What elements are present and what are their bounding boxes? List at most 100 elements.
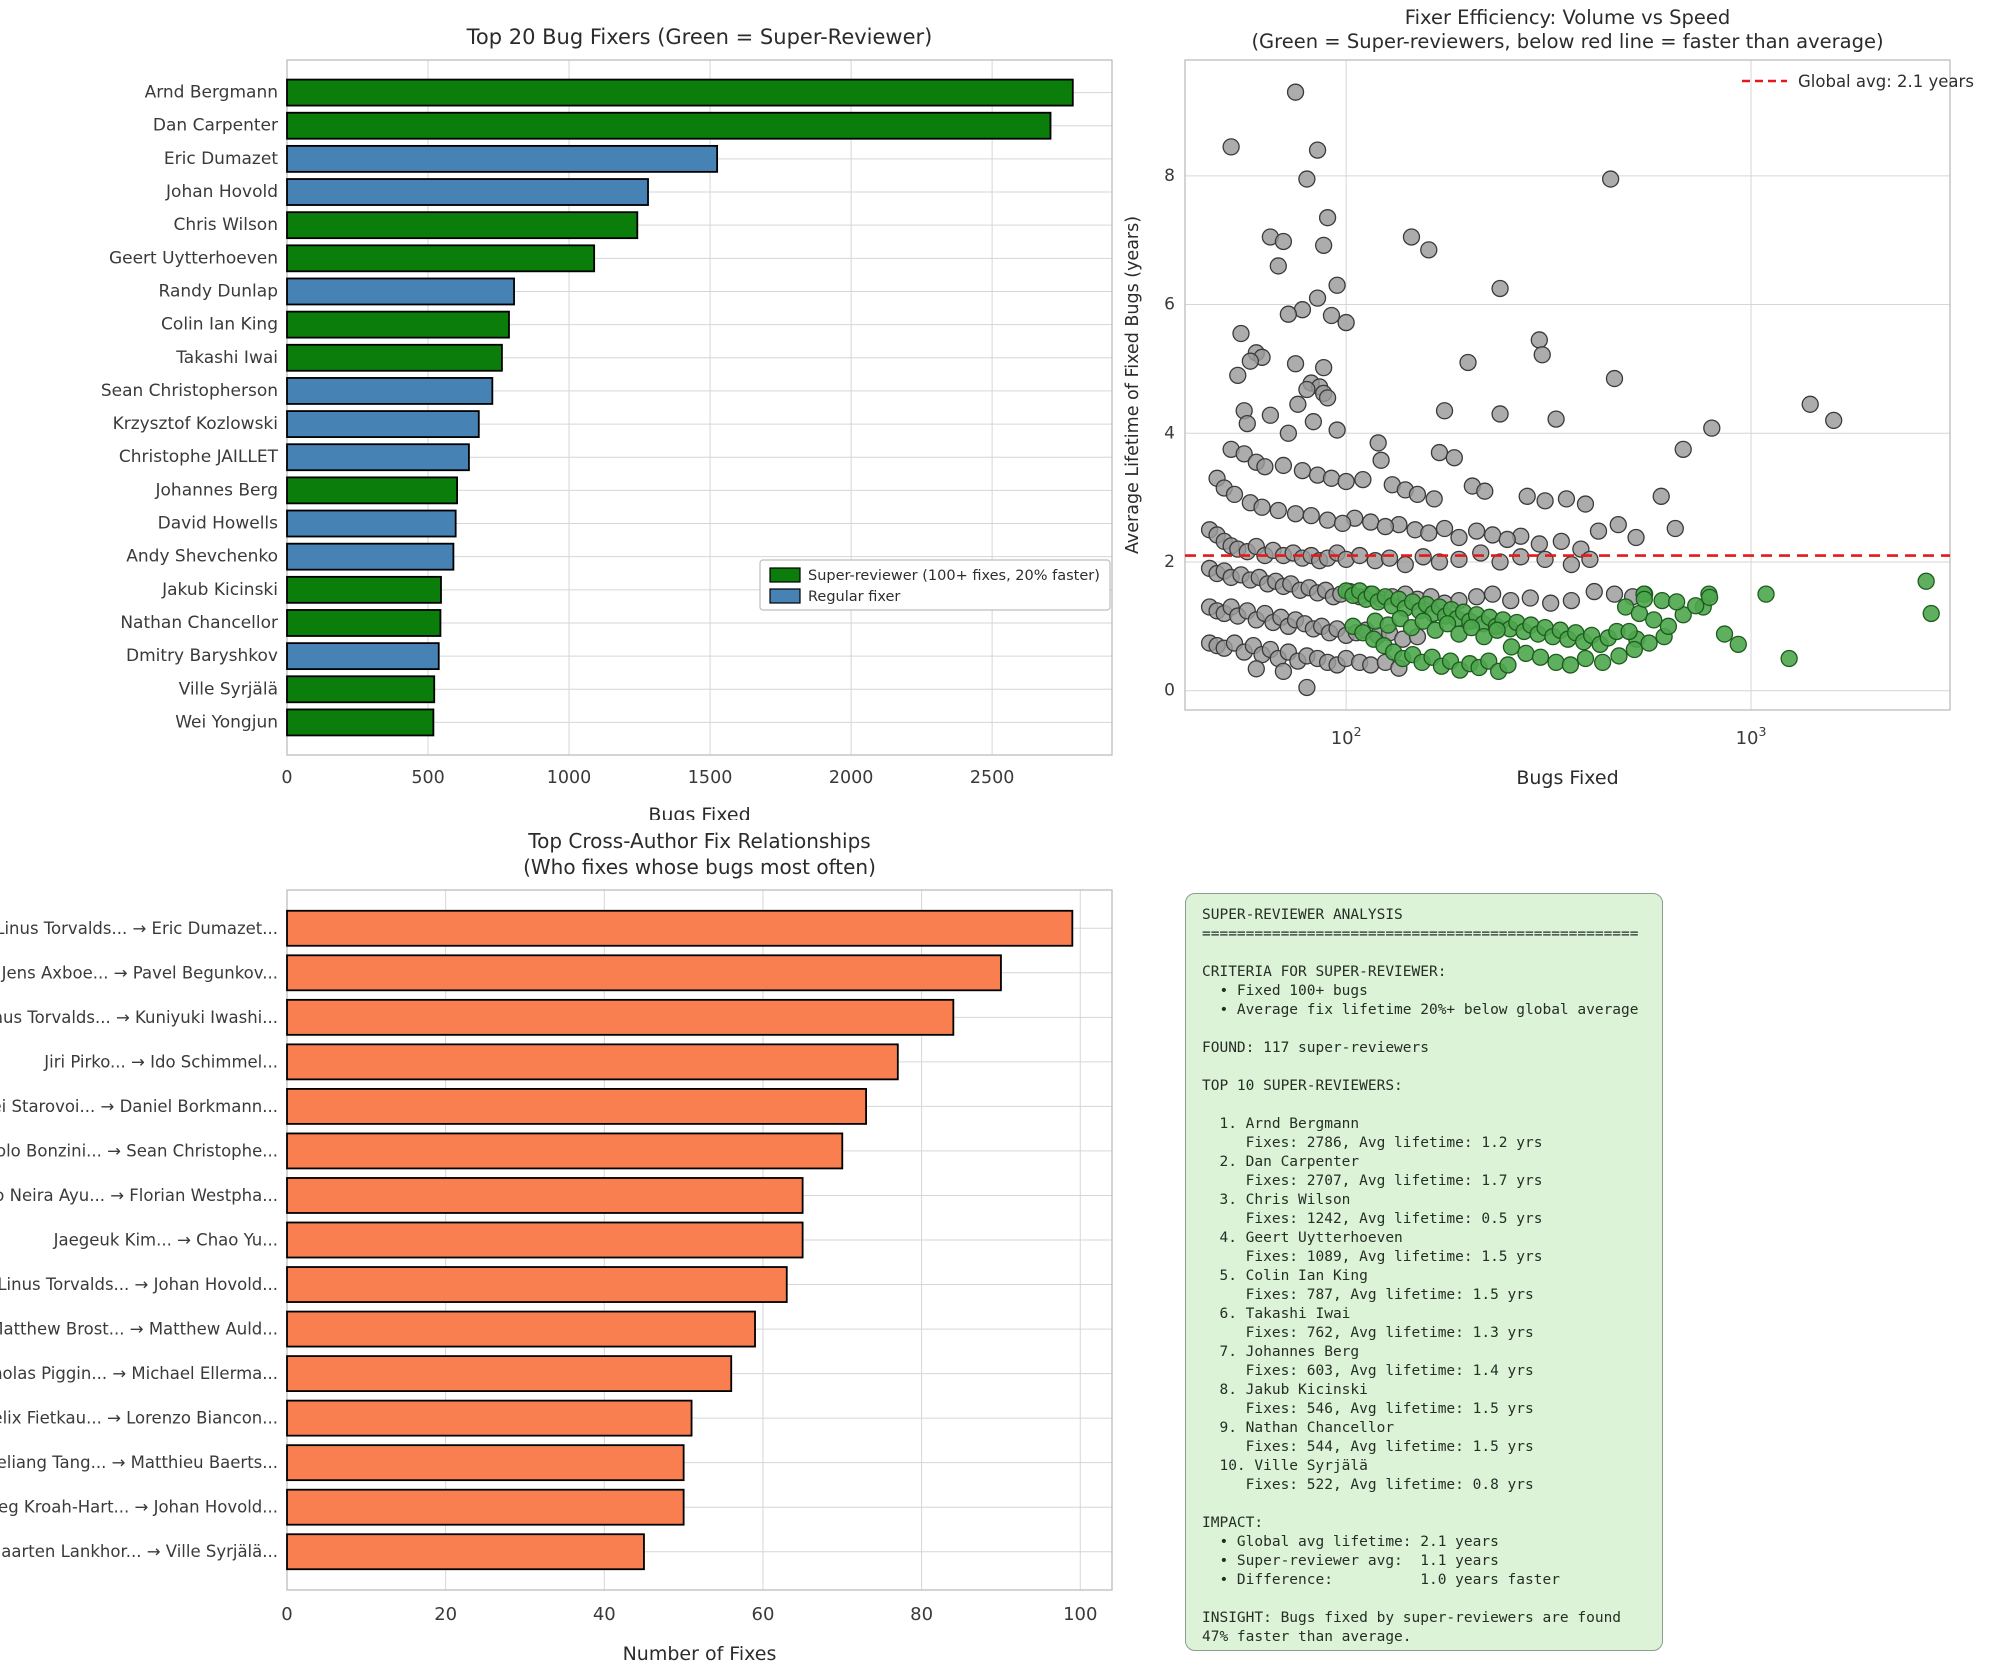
bar-label: Colin Ian King xyxy=(161,315,278,335)
scatter-point-super xyxy=(1438,615,1457,633)
scatter-point-super xyxy=(1715,625,1734,643)
scatter-point-regular xyxy=(1585,582,1603,601)
bar xyxy=(286,1043,899,1081)
bar xyxy=(286,998,955,1036)
y-tick-label: 8 xyxy=(1164,166,1175,186)
scatter-point-regular xyxy=(1402,228,1421,246)
legend-label: Super-reviewer (100+ fixes, 20% faster) xyxy=(808,568,1100,584)
scatter-point-regular xyxy=(1450,550,1468,569)
scatter-point-regular xyxy=(1229,366,1247,384)
scatter-point-regular xyxy=(1467,588,1486,606)
scatter-point-super xyxy=(1593,653,1612,672)
scatter-point-regular xyxy=(1420,524,1438,542)
bar-label: Eric Dumazet xyxy=(164,149,278,169)
scatter-point-super xyxy=(1653,591,1671,610)
bar xyxy=(286,78,1074,107)
bar-label: Takashi Iwai xyxy=(175,348,278,368)
scatter-point-regular xyxy=(1652,487,1670,505)
bar-label: Wei Yongjun xyxy=(175,712,278,732)
bar xyxy=(286,909,1074,947)
scatter-point-regular xyxy=(1530,331,1548,349)
bar-label: Johan Hovold xyxy=(165,182,278,202)
scatter-point-regular xyxy=(1425,490,1443,508)
scatter-point-regular xyxy=(1605,369,1624,388)
scatter-point-super xyxy=(1499,656,1517,674)
scatter-point-regular xyxy=(1445,449,1463,467)
bar-label: Linus Torvalds... → Johan Hovold... xyxy=(0,1275,278,1294)
scatter-point-regular xyxy=(1256,458,1274,476)
bar-label: Krzysztof Kozlowski xyxy=(113,414,278,434)
scatter-point-regular xyxy=(1274,456,1293,475)
scatter-point-regular xyxy=(1666,519,1684,538)
scatter-point-regular xyxy=(1483,585,1502,603)
scatter-point-regular xyxy=(1562,555,1581,574)
scatter-point-regular xyxy=(1286,505,1305,523)
scatter-point-regular xyxy=(1502,591,1520,610)
scatter-point-regular xyxy=(1396,555,1414,574)
scatter-point-regular xyxy=(1308,141,1327,159)
x-tick-label: 1500 xyxy=(688,768,733,788)
scatter-point-super xyxy=(1635,590,1653,608)
scatter-point-regular xyxy=(1476,482,1494,500)
bar-label: Geert Uytterhoeven xyxy=(109,248,278,268)
scatter-point-regular xyxy=(1318,209,1337,227)
bar-label: Felix Fietkau... → Lorenzo Biancon... xyxy=(0,1409,278,1428)
scatter-point-regular xyxy=(1362,513,1380,531)
scatter-point-regular xyxy=(1483,526,1502,544)
scatter-point-regular xyxy=(1302,506,1320,525)
bar xyxy=(286,642,440,671)
scatter-point-regular xyxy=(1261,406,1280,424)
scatter-point-regular xyxy=(1269,501,1287,520)
bar-label: Johannes Berg xyxy=(155,480,278,500)
scatter-point-regular xyxy=(1333,514,1352,533)
x-tick-label: 1000 xyxy=(547,768,592,788)
scatter-point-regular xyxy=(1609,516,1627,534)
scatter-point-regular xyxy=(1674,440,1692,459)
scatter-point-regular xyxy=(1298,380,1316,399)
scatter-point-super xyxy=(1616,598,1635,616)
bar-label: Maarten Lankhor... → Ville Syrjälä... xyxy=(0,1542,278,1561)
scatter-point-regular xyxy=(1322,469,1341,487)
bar xyxy=(286,1488,685,1526)
scatter-point-regular xyxy=(1298,678,1316,697)
scatter-point-super xyxy=(1414,612,1432,630)
bar xyxy=(286,410,480,438)
bar-label: Linus Torvalds... → Eric Dumazet... xyxy=(0,919,278,938)
scatter-point-regular xyxy=(1304,413,1323,431)
bar-label: Greg Kroah-Hart... → Johan Hovold... xyxy=(0,1498,278,1517)
scatter-point-regular xyxy=(1552,532,1570,551)
x-tick-label: 0 xyxy=(281,768,292,788)
x-tick-label: 60 xyxy=(752,1604,775,1625)
x-tick-label: 0 xyxy=(281,1604,292,1625)
scatter-point-super xyxy=(1729,635,1747,654)
bar xyxy=(286,244,596,273)
scatter-point-super xyxy=(1625,640,1643,659)
scatter-point-super xyxy=(1757,585,1775,603)
bar-label: Linus Torvalds... → Kuniyuki Iwashi... xyxy=(0,1008,278,1027)
scatter-point-regular xyxy=(1533,346,1551,364)
bar-label: Nathan Chancellor xyxy=(120,613,278,633)
bar xyxy=(286,1266,788,1303)
scatter-point-regular xyxy=(1232,324,1250,343)
scatter-point-regular xyxy=(1235,445,1253,463)
scatter-point-regular xyxy=(1435,519,1454,538)
bar-label: Ville Syrjälä xyxy=(179,679,278,699)
bar xyxy=(286,1355,733,1392)
scatter-point-super xyxy=(1391,609,1409,628)
scatter-point-regular xyxy=(1589,522,1608,540)
bar-label: Dmitry Baryshkov xyxy=(126,646,278,666)
scatter-point-regular xyxy=(1279,305,1298,323)
x-axis-label: Bugs Fixed xyxy=(648,804,750,820)
bar xyxy=(286,708,435,737)
scatter-point-regular xyxy=(1337,313,1355,332)
bar xyxy=(286,954,1002,992)
scatter-point-regular xyxy=(1308,466,1327,484)
scatter-point-regular xyxy=(1576,495,1595,513)
x-axis-label: Bugs Fixed xyxy=(1516,767,1618,789)
scatter-point-regular xyxy=(1318,389,1337,407)
bar xyxy=(286,111,1052,140)
bar xyxy=(286,609,442,637)
bar-label: David Howells xyxy=(158,514,278,534)
scatter-point-super xyxy=(1517,644,1535,663)
x-tick-label: 500 xyxy=(411,768,444,788)
